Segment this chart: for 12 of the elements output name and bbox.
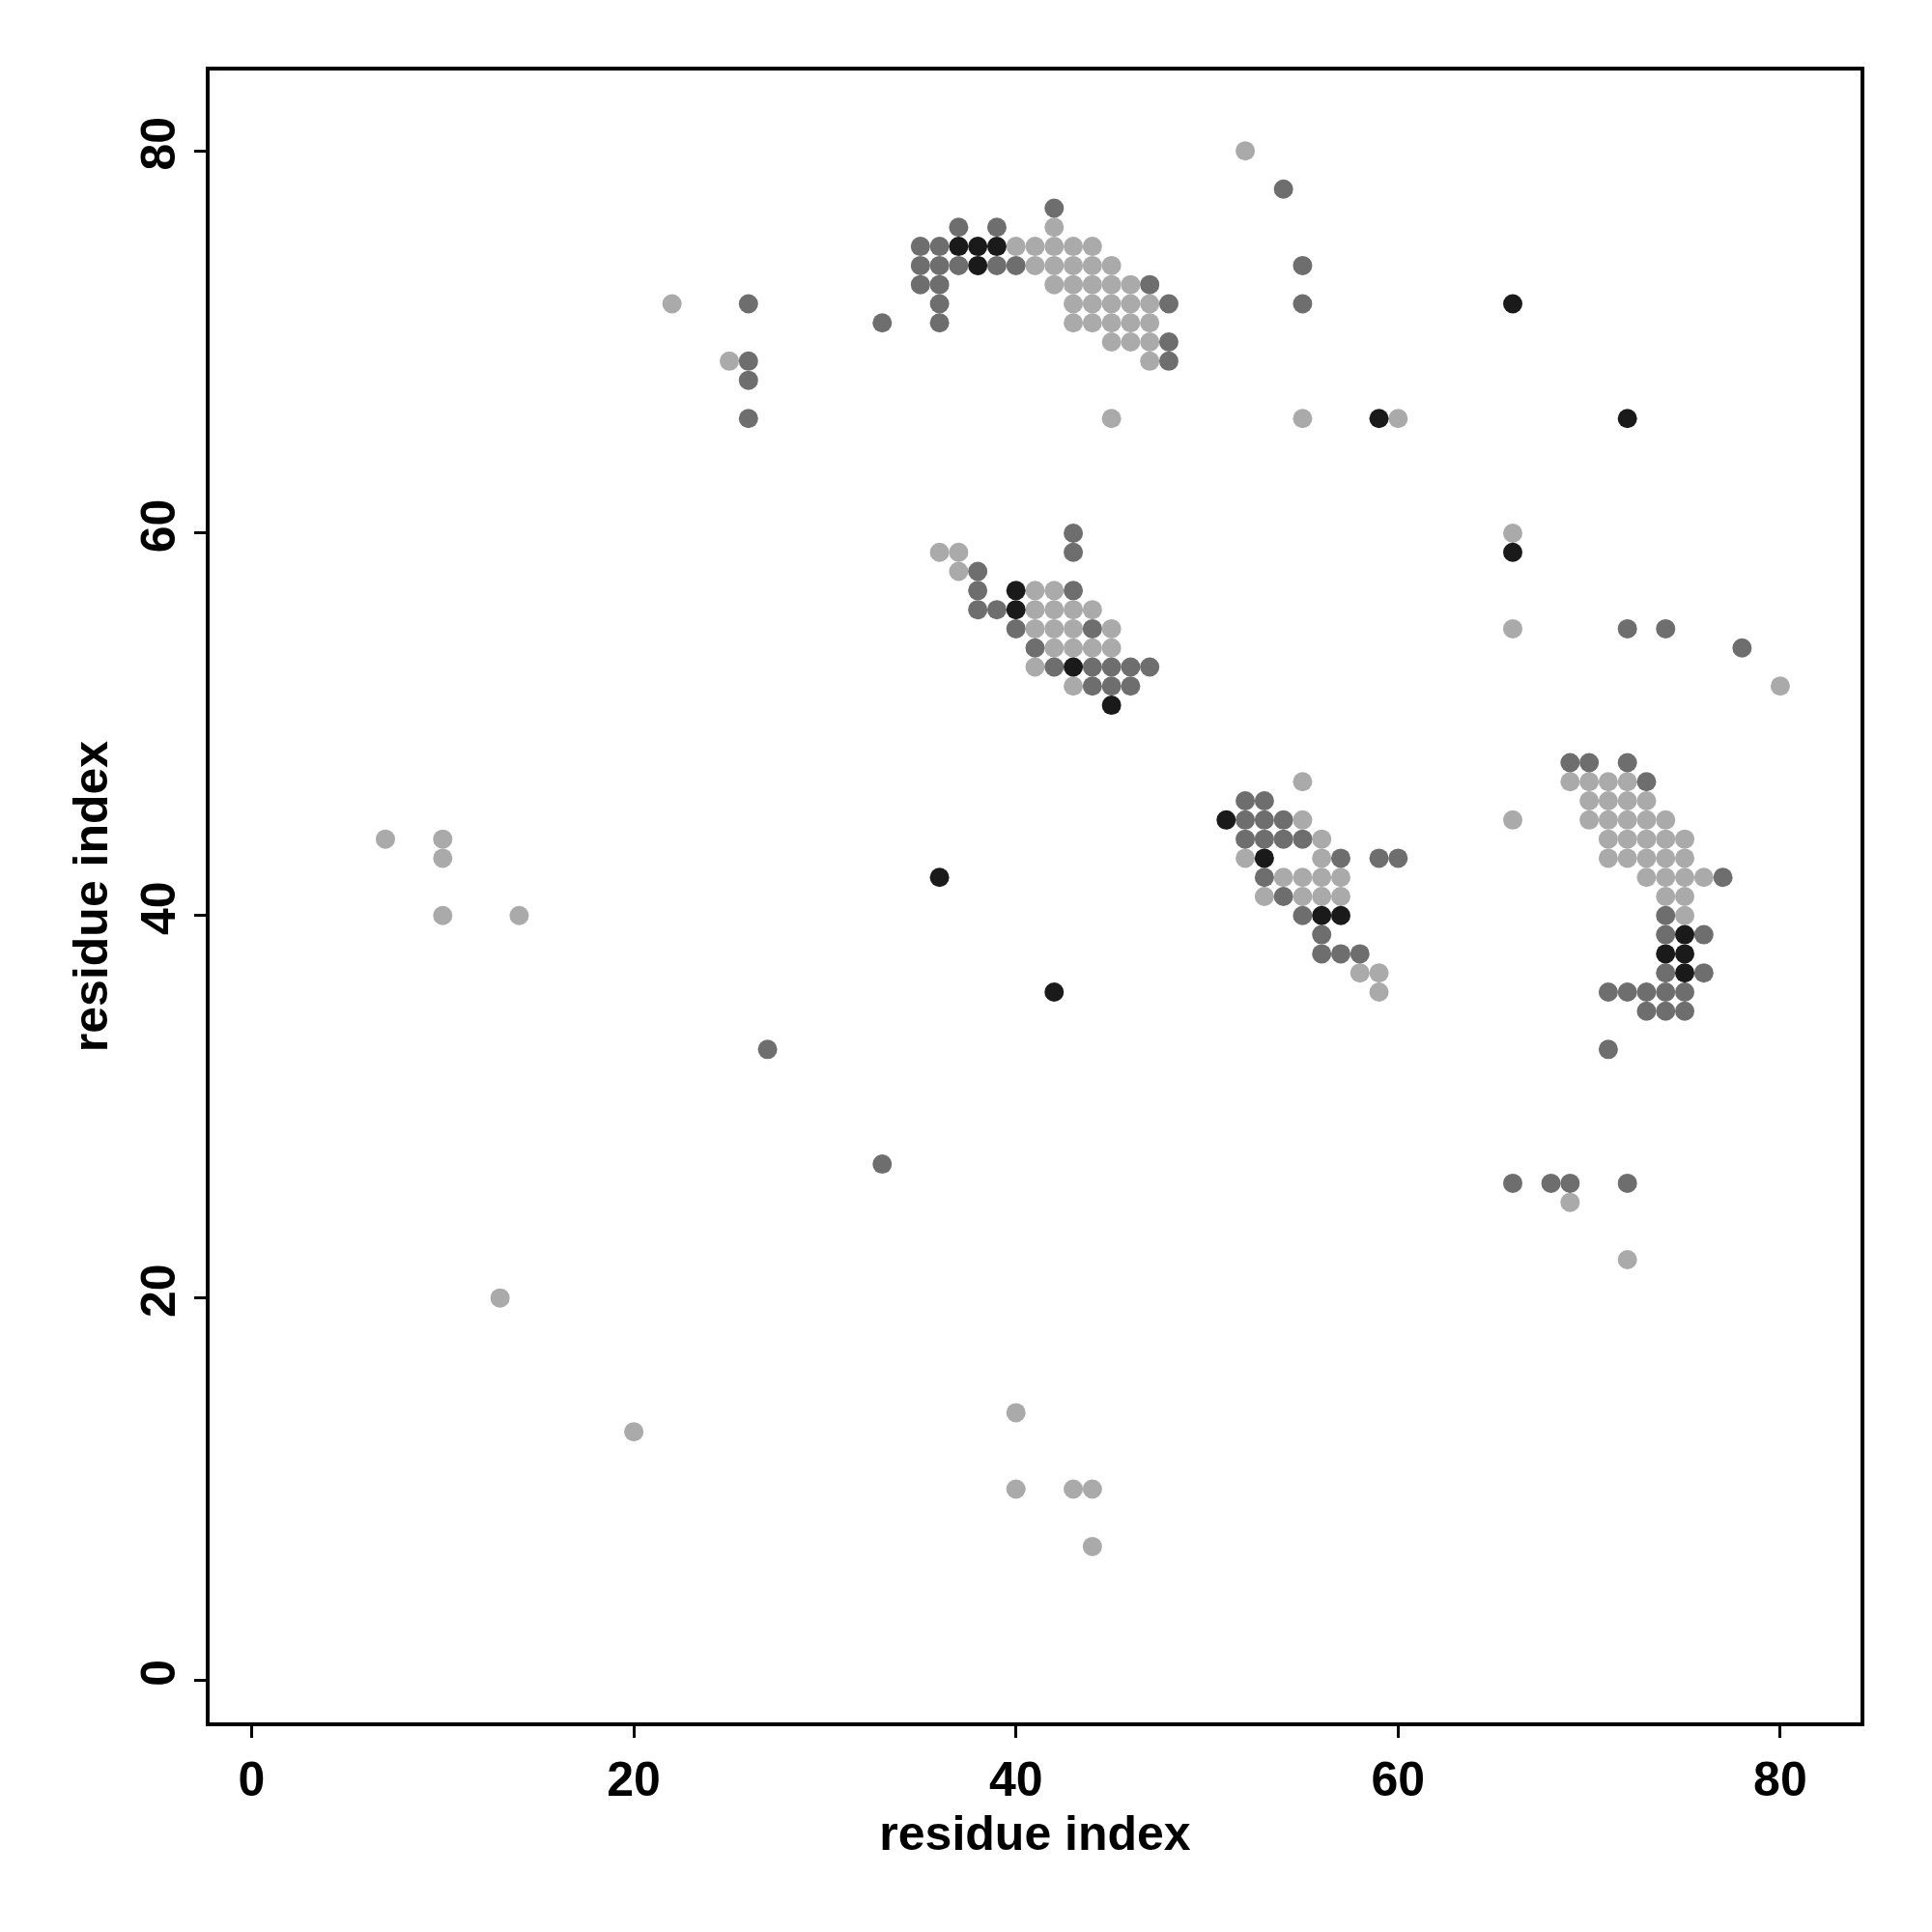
x-tick-label: 20: [607, 1752, 661, 1806]
x-tick-label: 60: [1371, 1752, 1426, 1806]
y-tick-label: 60: [131, 498, 185, 554]
y-tick-label: 40: [131, 881, 185, 936]
y-axis-title: residue index: [63, 740, 118, 1053]
y-tick-label: 20: [131, 1264, 185, 1318]
y-tick-label: 80: [131, 116, 185, 171]
y-tick-label: 0: [131, 1660, 185, 1687]
x-axis-title: residue index: [879, 1806, 1191, 1861]
x-tick-label: 80: [1753, 1752, 1807, 1806]
x-tick-label: 0: [238, 1752, 266, 1806]
x-tick-label: 40: [988, 1752, 1043, 1806]
